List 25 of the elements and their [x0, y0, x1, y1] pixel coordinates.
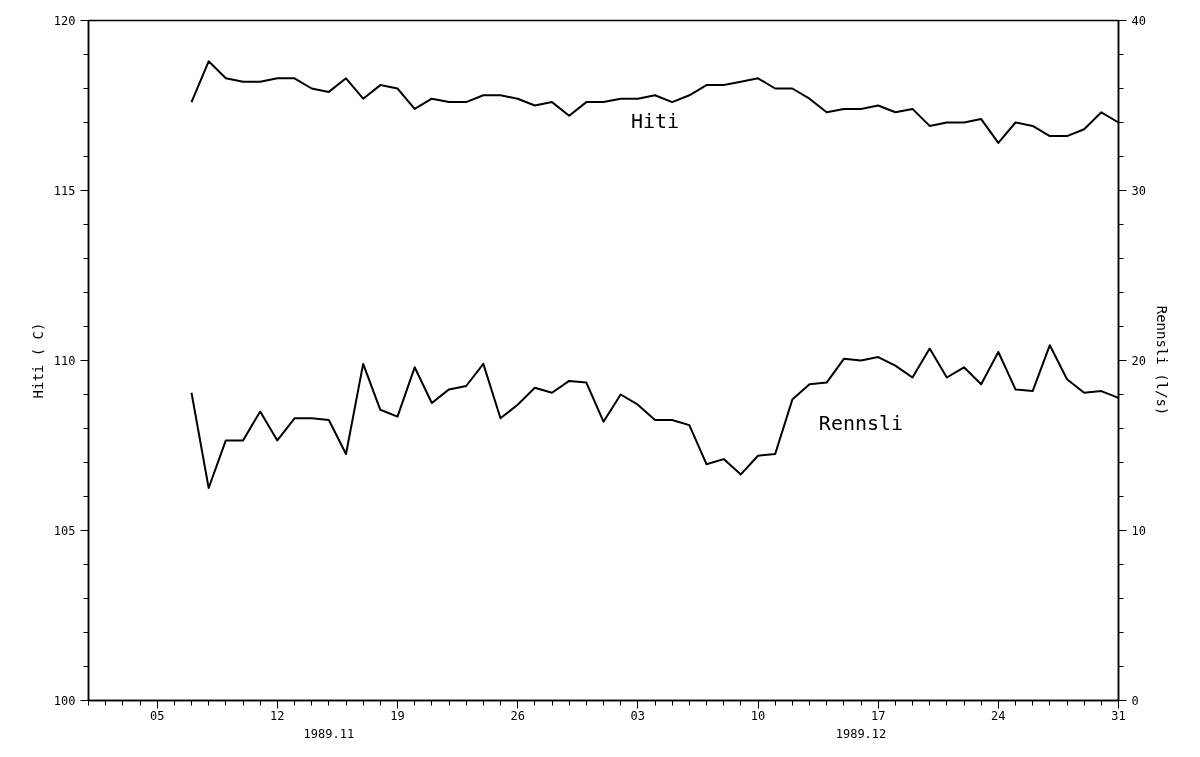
- series-label: Hiti: [630, 109, 680, 134]
- x-tick-label: 31: [1111, 708, 1126, 723]
- y-tick-label: 100: [53, 694, 76, 708]
- x-tick-label: 19: [390, 708, 405, 723]
- x-tick-label: 10: [750, 708, 766, 723]
- y2-tick-label: 40: [1131, 14, 1146, 28]
- x2-tick-label: 1989.11: [303, 726, 355, 741]
- y2-tick-label: 10: [1131, 524, 1146, 538]
- x-tick-label: 03: [630, 708, 646, 723]
- series-label: Rennsli: [818, 410, 904, 435]
- x-tick-label: 26: [510, 708, 525, 723]
- x-tick-label: 17: [870, 708, 886, 723]
- y-tick-label: 120: [53, 14, 76, 28]
- y-tick-label: 105: [53, 524, 76, 538]
- y-tick-label: 115: [53, 184, 76, 198]
- y2-axis-title: Rennsli (l/s): [1153, 305, 1170, 416]
- y-tick-label: 110: [53, 354, 76, 368]
- y2-tick-label: 30: [1131, 184, 1146, 198]
- x-tick-label: 05: [149, 708, 165, 723]
- x-tick-label: 12: [270, 708, 285, 723]
- y2-tick-label: 0: [1131, 694, 1139, 708]
- y2-tick-label: 20: [1131, 354, 1146, 368]
- x2-tick-label: 1989.12: [835, 726, 887, 741]
- x-tick-label: 24: [991, 708, 1006, 723]
- y-axis-title: Hiti ( C): [29, 322, 46, 399]
